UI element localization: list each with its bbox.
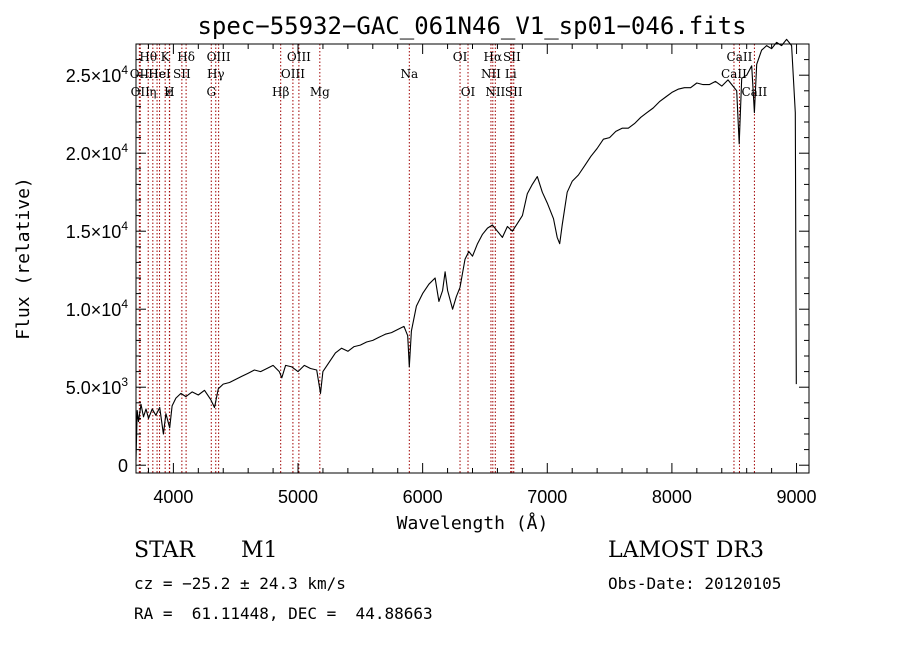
y-tick-label: 2.0×104 xyxy=(66,141,129,164)
line-label: Li xyxy=(505,67,517,81)
line-label: OI xyxy=(453,50,468,64)
spectrum-line xyxy=(135,38,797,461)
line-label: SII xyxy=(503,50,521,64)
line-label: NII xyxy=(485,85,505,99)
y-tick-label: 0 xyxy=(118,456,128,476)
line-label: NII xyxy=(481,67,501,81)
x-tick-label: 5000 xyxy=(278,487,318,507)
object-subclass: M1 xyxy=(241,538,278,563)
y-tick-label: 1.5×104 xyxy=(66,219,129,242)
line-label: Hδ xyxy=(177,50,195,64)
line-label: HeI xyxy=(148,67,171,81)
y-tick-label: 5.0×103 xyxy=(66,375,129,398)
obs-date: Obs-Date: 20120105 xyxy=(608,574,782,593)
y-tick-label: 1.0×104 xyxy=(66,297,129,320)
x-tick-label: 4000 xyxy=(153,487,193,507)
axis-ticks: 4000 5000 6000 7000 8000 9000 0 5.0×103 1.0×104 1… xyxy=(66,43,817,507)
line-label: OIII xyxy=(287,50,311,64)
line-label: CaII xyxy=(727,50,753,64)
plot-frame xyxy=(135,43,810,474)
line-label: SII xyxy=(173,67,191,81)
line-label: Hθ xyxy=(139,50,157,64)
line-label: G xyxy=(206,85,216,99)
line-label: OII xyxy=(131,85,151,99)
line-label: Na xyxy=(400,67,418,81)
line-markers xyxy=(138,44,755,473)
line-label: H xyxy=(164,85,174,99)
line-label: Hβ xyxy=(272,85,289,99)
line-label: Mg xyxy=(310,85,330,99)
line-label: OIII xyxy=(281,67,305,81)
coordinates: RA = 61.11448, DEC = 44.88663 xyxy=(134,604,433,623)
x-tick-label: 6000 xyxy=(403,487,443,507)
object-class: STAR xyxy=(134,538,195,563)
line-label: OIII xyxy=(207,50,231,64)
line-label: Hγ xyxy=(207,67,225,81)
line-label: OI xyxy=(461,85,476,99)
line-label: K xyxy=(161,50,171,64)
line-label: η xyxy=(149,85,156,99)
line-label: He xyxy=(148,67,166,81)
survey-name: LAMOST DR3 xyxy=(608,538,764,563)
x-tick-label: 9000 xyxy=(777,487,817,507)
x-tick-label: 8000 xyxy=(652,487,692,507)
line-label: OII xyxy=(130,67,150,81)
line-labels: OIIOIIHθηHeHeIKHεSIIHδGHγOIIIHβOIIIOIIIM… xyxy=(130,50,768,99)
chart-title: spec−55932−GAC_061N46_V1_sp01−046.fits xyxy=(197,12,746,40)
line-label: Hα xyxy=(484,50,503,64)
line-label: SII xyxy=(505,85,523,99)
line-label: ε xyxy=(167,85,173,99)
line-label: CaII xyxy=(741,85,767,99)
redshift-value: cz = −25.2 ± 24.3 km/s xyxy=(134,574,346,593)
line-label: CaII xyxy=(721,67,747,81)
x-axis-label: Wavelength (Å) xyxy=(397,512,549,534)
y-tick-label: 2.5×104 xyxy=(66,63,129,86)
x-tick-label: 7000 xyxy=(527,487,567,507)
y-axis-label: Flux (relative) xyxy=(13,177,34,340)
